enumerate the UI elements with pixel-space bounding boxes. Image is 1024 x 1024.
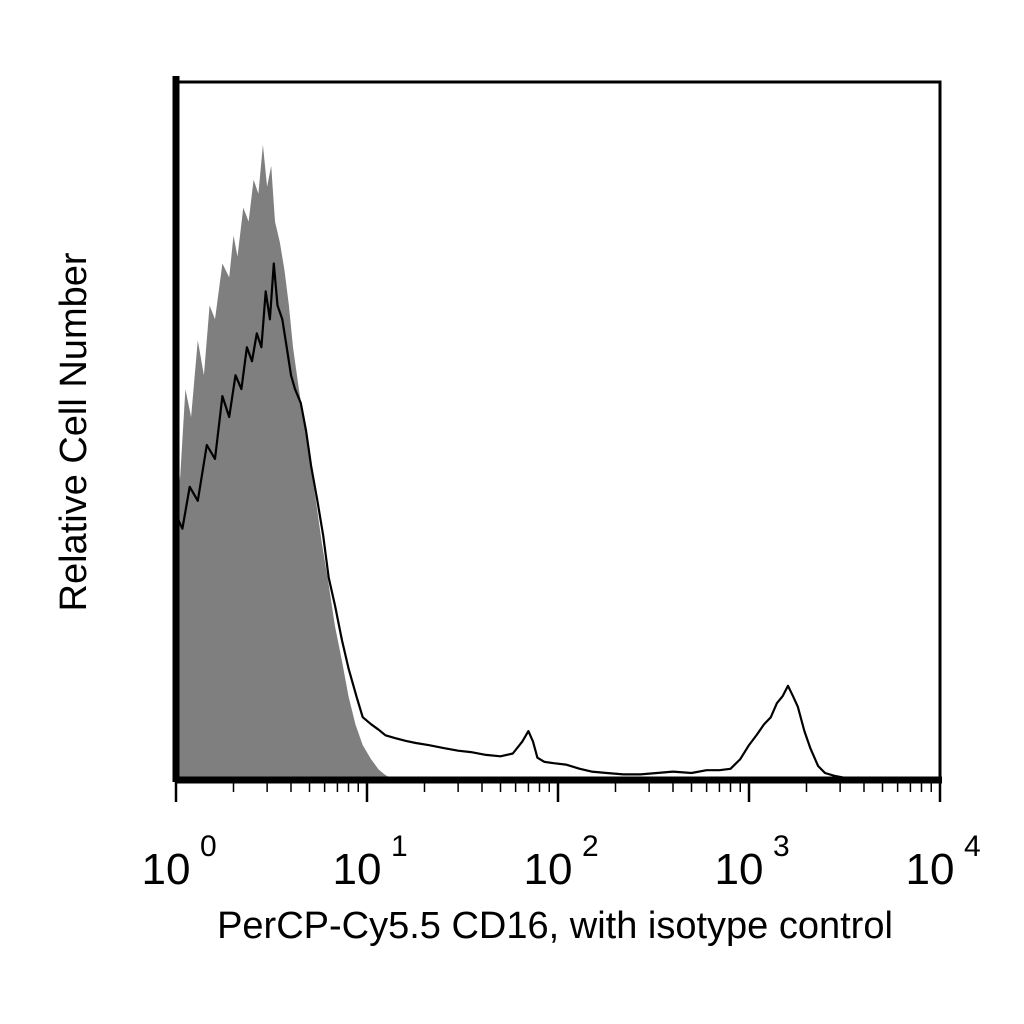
x-tick-label-base: 10 <box>715 845 764 894</box>
x-tick-label-exponent: 0 <box>200 830 217 863</box>
x-tick-label: 10 3 <box>715 830 790 894</box>
x-axis-tick-labels: 10 0 10 1 10 2 10 3 10 4 <box>142 830 981 894</box>
x-tick-label-base: 10 <box>333 845 382 894</box>
x-tick-label-exponent: 2 <box>582 830 599 863</box>
x-axis-title: PerCP-Cy5.5 CD16, with isotype control <box>217 905 893 947</box>
plot-area <box>172 76 942 784</box>
x-tick-label-base: 10 <box>906 845 955 894</box>
x-tick-label-base: 10 <box>142 845 191 894</box>
x-tick-label-exponent: 3 <box>773 830 790 863</box>
x-tick-label: 10 0 <box>142 830 217 894</box>
y-axis-title: Relative Cell Number <box>53 252 95 611</box>
x-tick-label: 10 1 <box>333 830 408 894</box>
isotype-control-filled-histogram <box>176 144 398 781</box>
x-tick-label: 10 2 <box>524 830 599 894</box>
x-tick-label-exponent: 1 <box>391 830 408 863</box>
cd16-histogram-line <box>175 262 940 780</box>
x-tick-label-exponent: 4 <box>964 830 981 863</box>
x-tick-label: 10 4 <box>906 830 981 894</box>
x-axis-ticks <box>174 780 942 802</box>
x-tick-label-base: 10 <box>524 845 573 894</box>
